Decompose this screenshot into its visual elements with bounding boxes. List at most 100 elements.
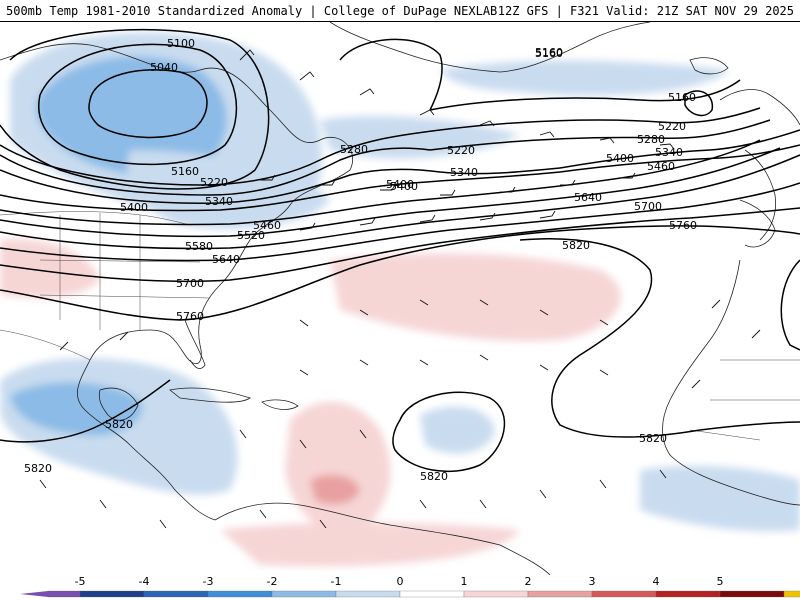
colorbar-tick-labels: -5 -4 -3 -2 -1 0 1 2 3 4 5 bbox=[75, 575, 724, 588]
barb-group-6 bbox=[39, 299, 761, 529]
colorbar: -5 -4 -3 -2 -1 0 1 2 3 4 5 bbox=[0, 575, 800, 600]
coast-iceland bbox=[689, 57, 729, 75]
contour-label: 5160 bbox=[668, 91, 696, 104]
warm-anomaly-caribbean-core bbox=[310, 474, 360, 505]
contour-5160-greenland bbox=[339, 38, 741, 111]
coast-yucatan bbox=[98, 387, 139, 421]
contour-label: 5640 bbox=[212, 253, 240, 266]
cold-anomaly-greenland bbox=[440, 60, 730, 96]
colorbar-swatch bbox=[79, 590, 145, 598]
colorbar-tick-label: 1 bbox=[461, 575, 468, 588]
coast-greenland bbox=[329, 22, 651, 73]
contour-5400-east bbox=[559, 144, 800, 173]
colorbar-swatch bbox=[783, 590, 800, 598]
contour-label: 5400 bbox=[120, 201, 148, 214]
contour-label: 5100 bbox=[167, 37, 195, 50]
contour-label: 5160 bbox=[171, 165, 199, 178]
map-header: 500mb Temp 1981-2010 Standardized Anomal… bbox=[0, 0, 800, 22]
cold-anomaly-hudson-core bbox=[36, 56, 227, 176]
cold-anomaly-caribbean bbox=[420, 406, 495, 454]
contour-label: 5700 bbox=[176, 277, 204, 290]
colorbar-swatch bbox=[719, 590, 785, 598]
contour-5640 bbox=[0, 182, 800, 262]
colorbar-swatch bbox=[463, 590, 529, 598]
model-run-info: 12Z GFS | F321 Valid: 21Z SAT NOV 29 202… bbox=[497, 4, 794, 18]
coast-florida bbox=[184, 319, 206, 369]
barb-group-5 bbox=[239, 429, 667, 529]
wind-barbs bbox=[39, 49, 761, 529]
colorbar-swatch bbox=[335, 590, 401, 598]
colorbar-tick-label: 0 bbox=[397, 575, 404, 588]
political-borders bbox=[0, 211, 800, 441]
contour-5220-west bbox=[0, 129, 441, 186]
contour-label: 5340 bbox=[655, 146, 683, 159]
contour-label: 5160 bbox=[535, 47, 563, 60]
colorbar-tick-label: -3 bbox=[203, 575, 214, 588]
contour-label: 5220 bbox=[200, 176, 228, 189]
cold-anomaly-gulf-core bbox=[10, 382, 142, 436]
contour-label: 5820 bbox=[639, 432, 667, 445]
contour-label: 5760 bbox=[176, 310, 204, 323]
colorbar-swatch bbox=[271, 590, 337, 598]
contour-5280-west bbox=[0, 147, 431, 196]
warm-anomaly-west bbox=[0, 239, 100, 298]
colorbar-tick-label: 2 bbox=[525, 575, 532, 588]
contour-label: 5040 bbox=[150, 61, 178, 74]
coast-iberia bbox=[739, 199, 776, 248]
contour-label: 5460 bbox=[647, 160, 675, 173]
contour-label: 5280 bbox=[637, 133, 665, 146]
border-us-states-1 bbox=[39, 213, 211, 330]
contour-label: 5340 bbox=[450, 166, 478, 179]
height-contours bbox=[0, 28, 800, 473]
contour-label: 5400 bbox=[606, 152, 634, 165]
contour-5160-small bbox=[684, 90, 714, 117]
contour-5820-closed bbox=[392, 391, 506, 473]
warm-anomaly-caribbean bbox=[285, 401, 391, 532]
contour-5400-west bbox=[0, 171, 561, 212]
coast-north-america bbox=[0, 43, 353, 521]
contour-5100 bbox=[38, 43, 238, 166]
coast-south-america bbox=[214, 502, 551, 575]
coast-cuba bbox=[169, 387, 251, 403]
contour-label: 5700 bbox=[634, 200, 662, 213]
contour-label: 5160 bbox=[535, 46, 563, 59]
warm-anomaly-southamerica bbox=[220, 522, 520, 567]
contour-label: 5400 bbox=[386, 178, 414, 191]
barb-group-2 bbox=[260, 172, 636, 196]
colorbar-tick-label: -2 bbox=[267, 575, 278, 588]
barb-group-4 bbox=[299, 299, 609, 376]
coast-europe bbox=[719, 89, 800, 241]
coast-hispaniola bbox=[261, 399, 299, 410]
cold-anomaly-greatlakes bbox=[127, 150, 330, 229]
border-us-canada bbox=[0, 211, 191, 226]
contour-label: 5580 bbox=[185, 240, 213, 253]
cold-anomaly-africa bbox=[640, 465, 800, 532]
contour-labels: 5100 5040 5160 5160 5220 5280 5220 5340 … bbox=[24, 37, 697, 483]
colorbar-swatch bbox=[143, 590, 209, 598]
contour-label: 5820 bbox=[562, 239, 590, 252]
contour-5220-east bbox=[439, 107, 761, 131]
barb-group-1 bbox=[239, 49, 675, 150]
contour-5820-east bbox=[519, 238, 800, 438]
contour-5820-west bbox=[0, 379, 171, 443]
contour-label: 5520 bbox=[237, 229, 265, 242]
contour-label: 5220 bbox=[658, 120, 686, 133]
contour-5160-west bbox=[0, 28, 270, 190]
barb-group-3 bbox=[299, 210, 556, 231]
colorbar-swatch bbox=[527, 590, 593, 598]
coast-africa bbox=[662, 259, 800, 506]
colorbar-tick-label: -4 bbox=[139, 575, 150, 588]
contour-5340-east bbox=[559, 129, 800, 169]
contour-label: 5820 bbox=[24, 462, 52, 475]
contour-low-east bbox=[780, 259, 800, 351]
colorbar-swatches bbox=[20, 590, 800, 598]
contour-label: 5400 bbox=[390, 180, 418, 193]
contour-label: 5340 bbox=[205, 195, 233, 208]
colorbar-tick-label: 4 bbox=[653, 575, 660, 588]
border-mexico bbox=[0, 329, 91, 361]
contour-5580 bbox=[0, 154, 800, 250]
contour-label: 5820 bbox=[105, 418, 133, 431]
contour-5760 bbox=[0, 225, 800, 321]
contour-label: 5280 bbox=[340, 143, 368, 156]
